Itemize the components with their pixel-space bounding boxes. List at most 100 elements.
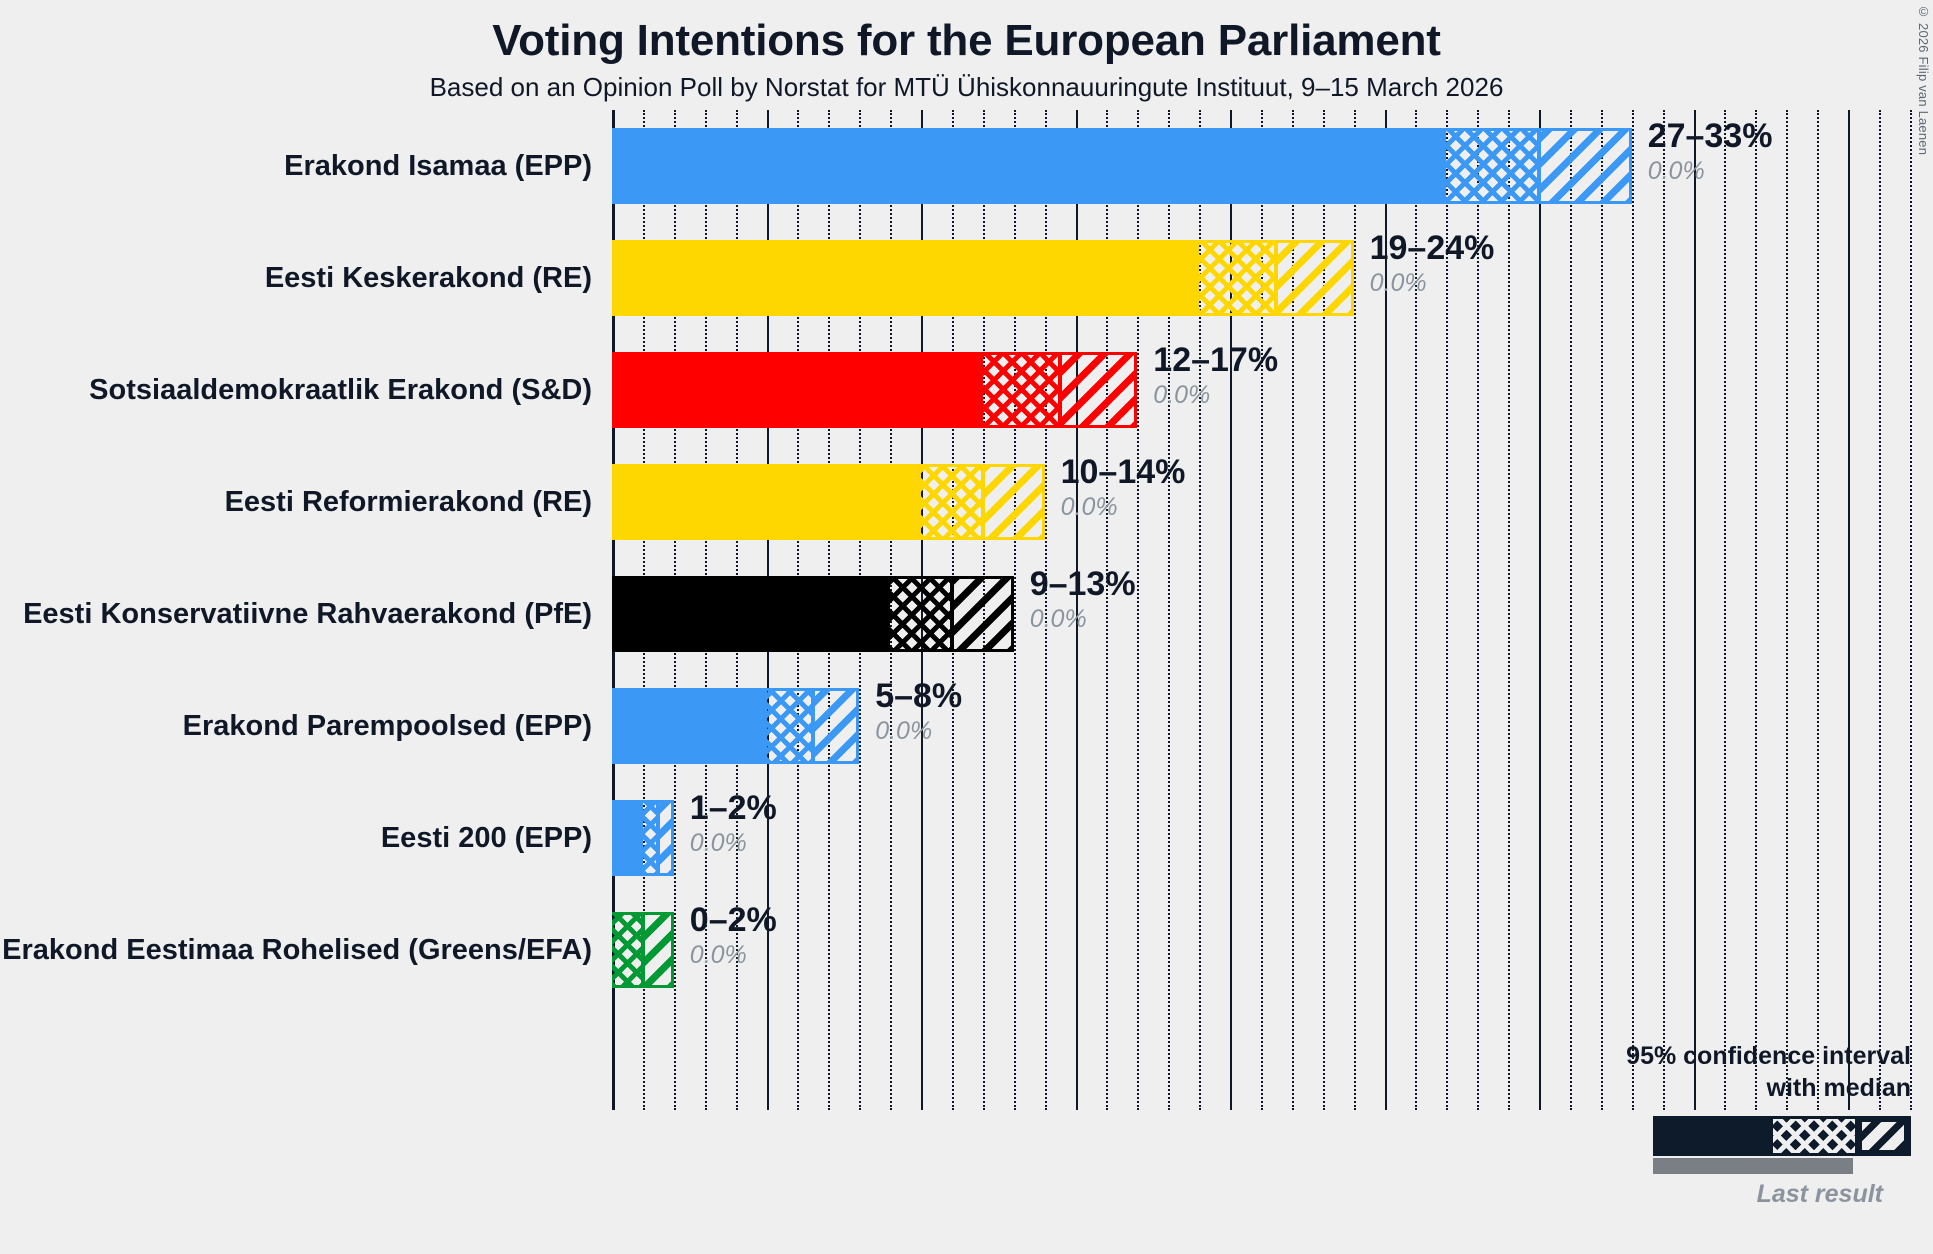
bar-segment-diagonal	[1539, 128, 1632, 204]
gridline-minor	[1755, 110, 1758, 1110]
party-label: Erakond Isamaa (EPP)	[284, 149, 592, 182]
chart-row: Erakond Isamaa (EPP) 27–33% 0.0%	[0, 110, 1933, 222]
chart-row: Sotsiaaldemokraatlik Erakond (S&D) 12–17%…	[0, 334, 1933, 446]
party-bar	[612, 352, 1138, 428]
value-label-group: 10–14% 0.0%	[1061, 452, 1186, 522]
gridline-minor	[1786, 110, 1789, 1110]
legend-line-2: with median	[1766, 1074, 1911, 1102]
bar-median-marker	[980, 464, 985, 540]
gridline-minor	[1662, 110, 1665, 1110]
value-range-label: 0–2%	[689, 901, 777, 939]
last-result-label: 0.0%	[689, 941, 747, 969]
bar-segment-crosshatch	[1199, 240, 1277, 316]
bar-segment-solid	[612, 464, 921, 540]
value-label-group: 19–24% 0.0%	[1370, 228, 1495, 298]
bar-segment-solid	[612, 128, 1447, 204]
chart-subtitle: Based on an Opinion Poll by Norstat for …	[429, 72, 1504, 102]
gridline-minor	[1260, 110, 1263, 1110]
gridline-minor	[1168, 110, 1171, 1110]
bar-segment-solid	[612, 800, 643, 876]
gridline-minor	[1291, 110, 1294, 1110]
value-label-group: 0–2% 0.0%	[690, 900, 777, 970]
bar-segment-crosshatch	[1446, 128, 1539, 204]
gridline-minor	[1446, 110, 1449, 1110]
party-bar	[612, 576, 1014, 652]
bar-segment-diagonal	[658, 800, 674, 876]
party-bar	[612, 688, 860, 764]
bar-segment-diagonal	[642, 912, 674, 988]
value-range-label: 10–14%	[1060, 453, 1186, 491]
gridline-minor	[1477, 110, 1480, 1110]
gridline-minor	[1878, 110, 1881, 1110]
bar-median-marker	[1058, 352, 1063, 428]
chart-row: Erakond Eestimaa Rohelised (Greens/EFA) 0…	[0, 894, 1933, 1006]
chart-row: Eesti Konservatiivne Rahvaerakond (PfE) 9…	[0, 558, 1933, 670]
party-label: Erakond Eestimaa Rohelised (Greens/EFA)	[2, 933, 592, 966]
legend-last-result-label: Last result	[1756, 1180, 1883, 1208]
last-result-label: 0.0%	[1369, 269, 1427, 297]
gridline-minor	[1724, 110, 1727, 1110]
bar-segment-solid	[612, 240, 1200, 316]
bar-segment-solid	[612, 688, 767, 764]
bar-median-marker	[810, 688, 815, 764]
party-label: Eesti Keskerakond (RE)	[264, 261, 592, 294]
value-label-group: 12–17% 0.0%	[1153, 340, 1278, 410]
bar-median-marker	[949, 576, 954, 652]
party-bar	[612, 240, 1354, 316]
gridline-minor	[1569, 110, 1572, 1110]
bar-segment-solid	[612, 576, 891, 652]
value-range-label: 27–33%	[1647, 117, 1773, 155]
copyright-notice: © 2026 Filip van Laenen	[1916, 4, 1931, 156]
gridline-minor	[1137, 110, 1140, 1110]
legend-line-1: 95% confidence interval	[1626, 1042, 1911, 1070]
bar-median-marker	[1537, 128, 1541, 204]
chart-row: Erakond Parempoolsed (EPP) 5–8% 0.0%	[0, 670, 1933, 782]
chart-row: Eesti Keskerakond (RE) 19–24% 0.0%	[0, 222, 1933, 334]
party-bar	[612, 128, 1632, 204]
gridline-minor	[1013, 110, 1016, 1110]
gridline-major	[1693, 110, 1696, 1110]
gridline-major	[1230, 110, 1232, 1110]
gridline-minor	[1817, 110, 1820, 1110]
last-result-label: 0.0%	[1153, 381, 1211, 409]
legend-diagonal-swatch	[1859, 1119, 1907, 1153]
value-range-label: 9–13%	[1029, 565, 1136, 603]
gridline-major	[1075, 110, 1078, 1110]
party-label: Eesti Reformierakond (RE)	[224, 485, 592, 518]
party-bar	[612, 912, 674, 988]
bar-segment-crosshatch	[890, 576, 952, 652]
bar-segment-crosshatch	[982, 352, 1061, 428]
party-label: Erakond Parempoolsed (EPP)	[182, 709, 592, 742]
last-result-label: 0.0%	[1647, 157, 1705, 185]
party-bar	[612, 464, 1045, 540]
gridline-major	[1539, 110, 1541, 1110]
gridline-minor	[1353, 110, 1356, 1110]
gridline-major	[1848, 110, 1850, 1110]
last-result-label: 0.0%	[689, 829, 747, 857]
chart-legend: 95% confidence interval with median Last…	[1491, 1040, 1911, 1209]
gridline-minor	[1909, 110, 1912, 1110]
value-label-group: 27–33% 0.0%	[1648, 116, 1773, 186]
value-range-label: 1–2%	[689, 789, 777, 827]
last-result-label: 0.0%	[1060, 493, 1118, 521]
party-bar	[612, 800, 674, 876]
value-range-label: 12–17%	[1153, 341, 1279, 379]
gridline-minor	[1508, 110, 1511, 1110]
bar-segment-crosshatch	[921, 464, 983, 540]
legend-crosshatch-swatch	[1773, 1119, 1855, 1153]
bar-segment-crosshatch	[766, 688, 813, 764]
bar-median-marker	[1274, 240, 1279, 316]
gridline-minor	[1600, 110, 1603, 1110]
last-result-label: 0.0%	[1029, 605, 1087, 633]
gridline-minor	[1631, 110, 1634, 1110]
gridline-minor	[1044, 110, 1047, 1110]
value-label-group: 1–2% 0.0%	[690, 788, 777, 858]
page-title: Voting Intentions for the European Parli…	[492, 16, 1441, 65]
value-range-label: 5–8%	[875, 677, 963, 715]
party-label: Sotsiaaldemokraatlik Erakond (S&D)	[89, 373, 592, 406]
bar-median-marker	[656, 800, 661, 876]
bar-segment-diagonal	[951, 576, 1014, 652]
bar-segment-crosshatch	[642, 800, 659, 876]
value-label-group: 5–8% 0.0%	[875, 676, 962, 746]
legend-last-result-swatch	[1653, 1158, 1853, 1174]
